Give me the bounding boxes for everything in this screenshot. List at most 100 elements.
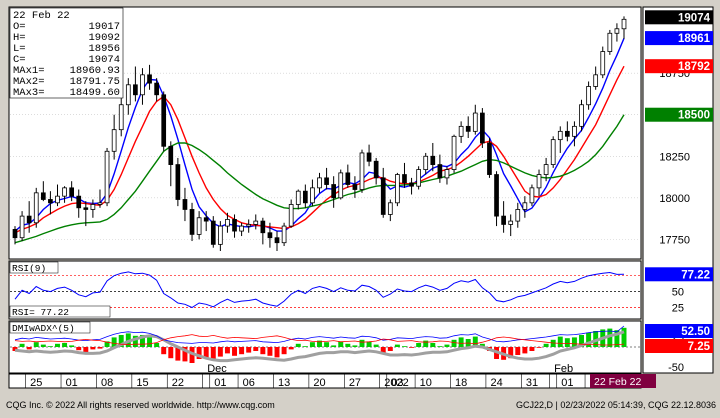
candle-body [480, 112, 485, 144]
info-value: 18960.93 [70, 65, 120, 77]
candle-body [501, 215, 506, 225]
dmi-histogram-bar [621, 327, 627, 347]
candle-body [239, 225, 244, 232]
price-label-box-max3 [645, 107, 713, 122]
candle-body [494, 174, 499, 217]
date-tick-label: 31 [526, 377, 538, 389]
dmi-histogram-bar [111, 337, 117, 347]
rsi-readout-box: RSI= 77.22 [9, 305, 111, 318]
dmi-histogram-bar [260, 347, 266, 355]
dmi-layer [12, 325, 627, 363]
dmi-histogram-bar [614, 330, 620, 347]
dmi-histogram-bar [352, 345, 358, 347]
price-tick-label: 17750 [659, 234, 690, 246]
candle-body [40, 192, 46, 200]
info-value: 18956 [88, 43, 120, 55]
candle-body [579, 104, 584, 127]
candle-body [133, 84, 138, 96]
ma-line-max2 [14, 65, 625, 234]
candle-body [76, 195, 82, 209]
dmi-histogram-bar [522, 347, 528, 354]
candle-body [182, 199, 188, 210]
candle-body [522, 202, 528, 210]
candle-body [359, 152, 365, 190]
candle-body [380, 177, 386, 215]
info-label: L= [13, 43, 26, 55]
candle-body [125, 84, 131, 106]
price-label-stack: 19074 18961 18792 18500 77.22 52.50 7.25 [645, 10, 713, 353]
candle-body [324, 177, 329, 185]
info-value: 18791.75 [70, 76, 120, 88]
dmi-histogram-bar [543, 343, 549, 347]
dmi-histogram-bar [139, 335, 145, 347]
dmi-histogram-bar [607, 328, 613, 347]
rsi-panel[interactable] [8, 260, 642, 320]
dmi-histogram-bar [62, 343, 68, 347]
dmi-histogram-bar [97, 347, 103, 349]
candle-body [19, 215, 25, 239]
candle-body [430, 155, 436, 165]
candle-body [12, 229, 18, 239]
candle-body [253, 220, 259, 225]
dmi-histogram-bar [182, 347, 188, 362]
candle-body [543, 164, 549, 175]
candle-body [451, 135, 457, 170]
copyright-text: CQG Inc. © 2022 All rights reserved worl… [6, 400, 275, 410]
date-tick-label: Dec [207, 363, 227, 375]
price-label-text-max3: 18500 [678, 110, 710, 122]
price-label-text-close: 19074 [678, 12, 711, 24]
dmi-histogram-bar [331, 345, 337, 347]
candle-body [274, 237, 280, 244]
date-tick-label: 06 [243, 377, 255, 389]
dmi-histogram-bar [345, 343, 351, 347]
candle-body [402, 174, 407, 184]
rsi-readout: RSI= 77.22 [12, 307, 69, 318]
symbol-info-text: GCJ22,D | 02/23/2022 05:14:39, CQG 22.12… [516, 400, 716, 410]
candle-body [196, 217, 202, 235]
ohlc-info-box: 22 Feb 22O= 19017 H= 19092 L= 18956 C= 19074 MAx… [9, 7, 124, 99]
cursor-date-text: 22 Feb 22 [594, 376, 641, 388]
rsi-tick-label: 50 [672, 287, 684, 299]
dmi-histogram-bar [132, 335, 138, 347]
dmi-histogram-bar [338, 341, 344, 347]
candle-body [281, 225, 287, 244]
candle-body [140, 74, 145, 96]
dmi-histogram-bar [232, 347, 238, 356]
dmi-tick-label: -50 [668, 362, 684, 374]
dmi-histogram-bar [586, 332, 592, 347]
date-tick-label: 22 [172, 377, 184, 389]
candle-body [395, 174, 400, 204]
candle-body [317, 177, 322, 189]
date-tick-label: 13 [278, 377, 290, 389]
dmi-histogram-bar [508, 347, 514, 359]
candle-body [26, 215, 32, 224]
date-tick-label: 08 [101, 377, 113, 389]
price-label-box-max2 [645, 59, 713, 74]
candle-body [260, 220, 266, 234]
info-label: 22 Feb 22 [13, 10, 70, 22]
dmi-histogram-bar [479, 343, 485, 347]
dmi-histogram-bar [83, 347, 89, 353]
candle-body [387, 202, 393, 215]
info-value: 19092 [88, 32, 120, 44]
candle-body [423, 155, 429, 170]
dmi-histogram-bar [302, 346, 308, 347]
candle-body [118, 104, 124, 131]
date-tick-label: Feb [554, 363, 573, 375]
dmi-histogram-bar [26, 347, 32, 350]
candle-body [154, 82, 159, 96]
dmi-histogram-bar [380, 347, 386, 354]
dmi-histogram-bar [47, 346, 53, 347]
candle-body [267, 232, 273, 239]
candle-body [366, 152, 372, 162]
candle-body [444, 169, 450, 179]
rsi-layer [14, 271, 625, 309]
date-tick-label: 03 [391, 377, 403, 389]
candle-body [288, 204, 294, 227]
candle-body [104, 150, 110, 204]
candle-body [48, 199, 53, 204]
price-tick-label: 18250 [659, 151, 690, 163]
di-plus-current-box [645, 324, 713, 338]
candle-body [409, 182, 414, 187]
